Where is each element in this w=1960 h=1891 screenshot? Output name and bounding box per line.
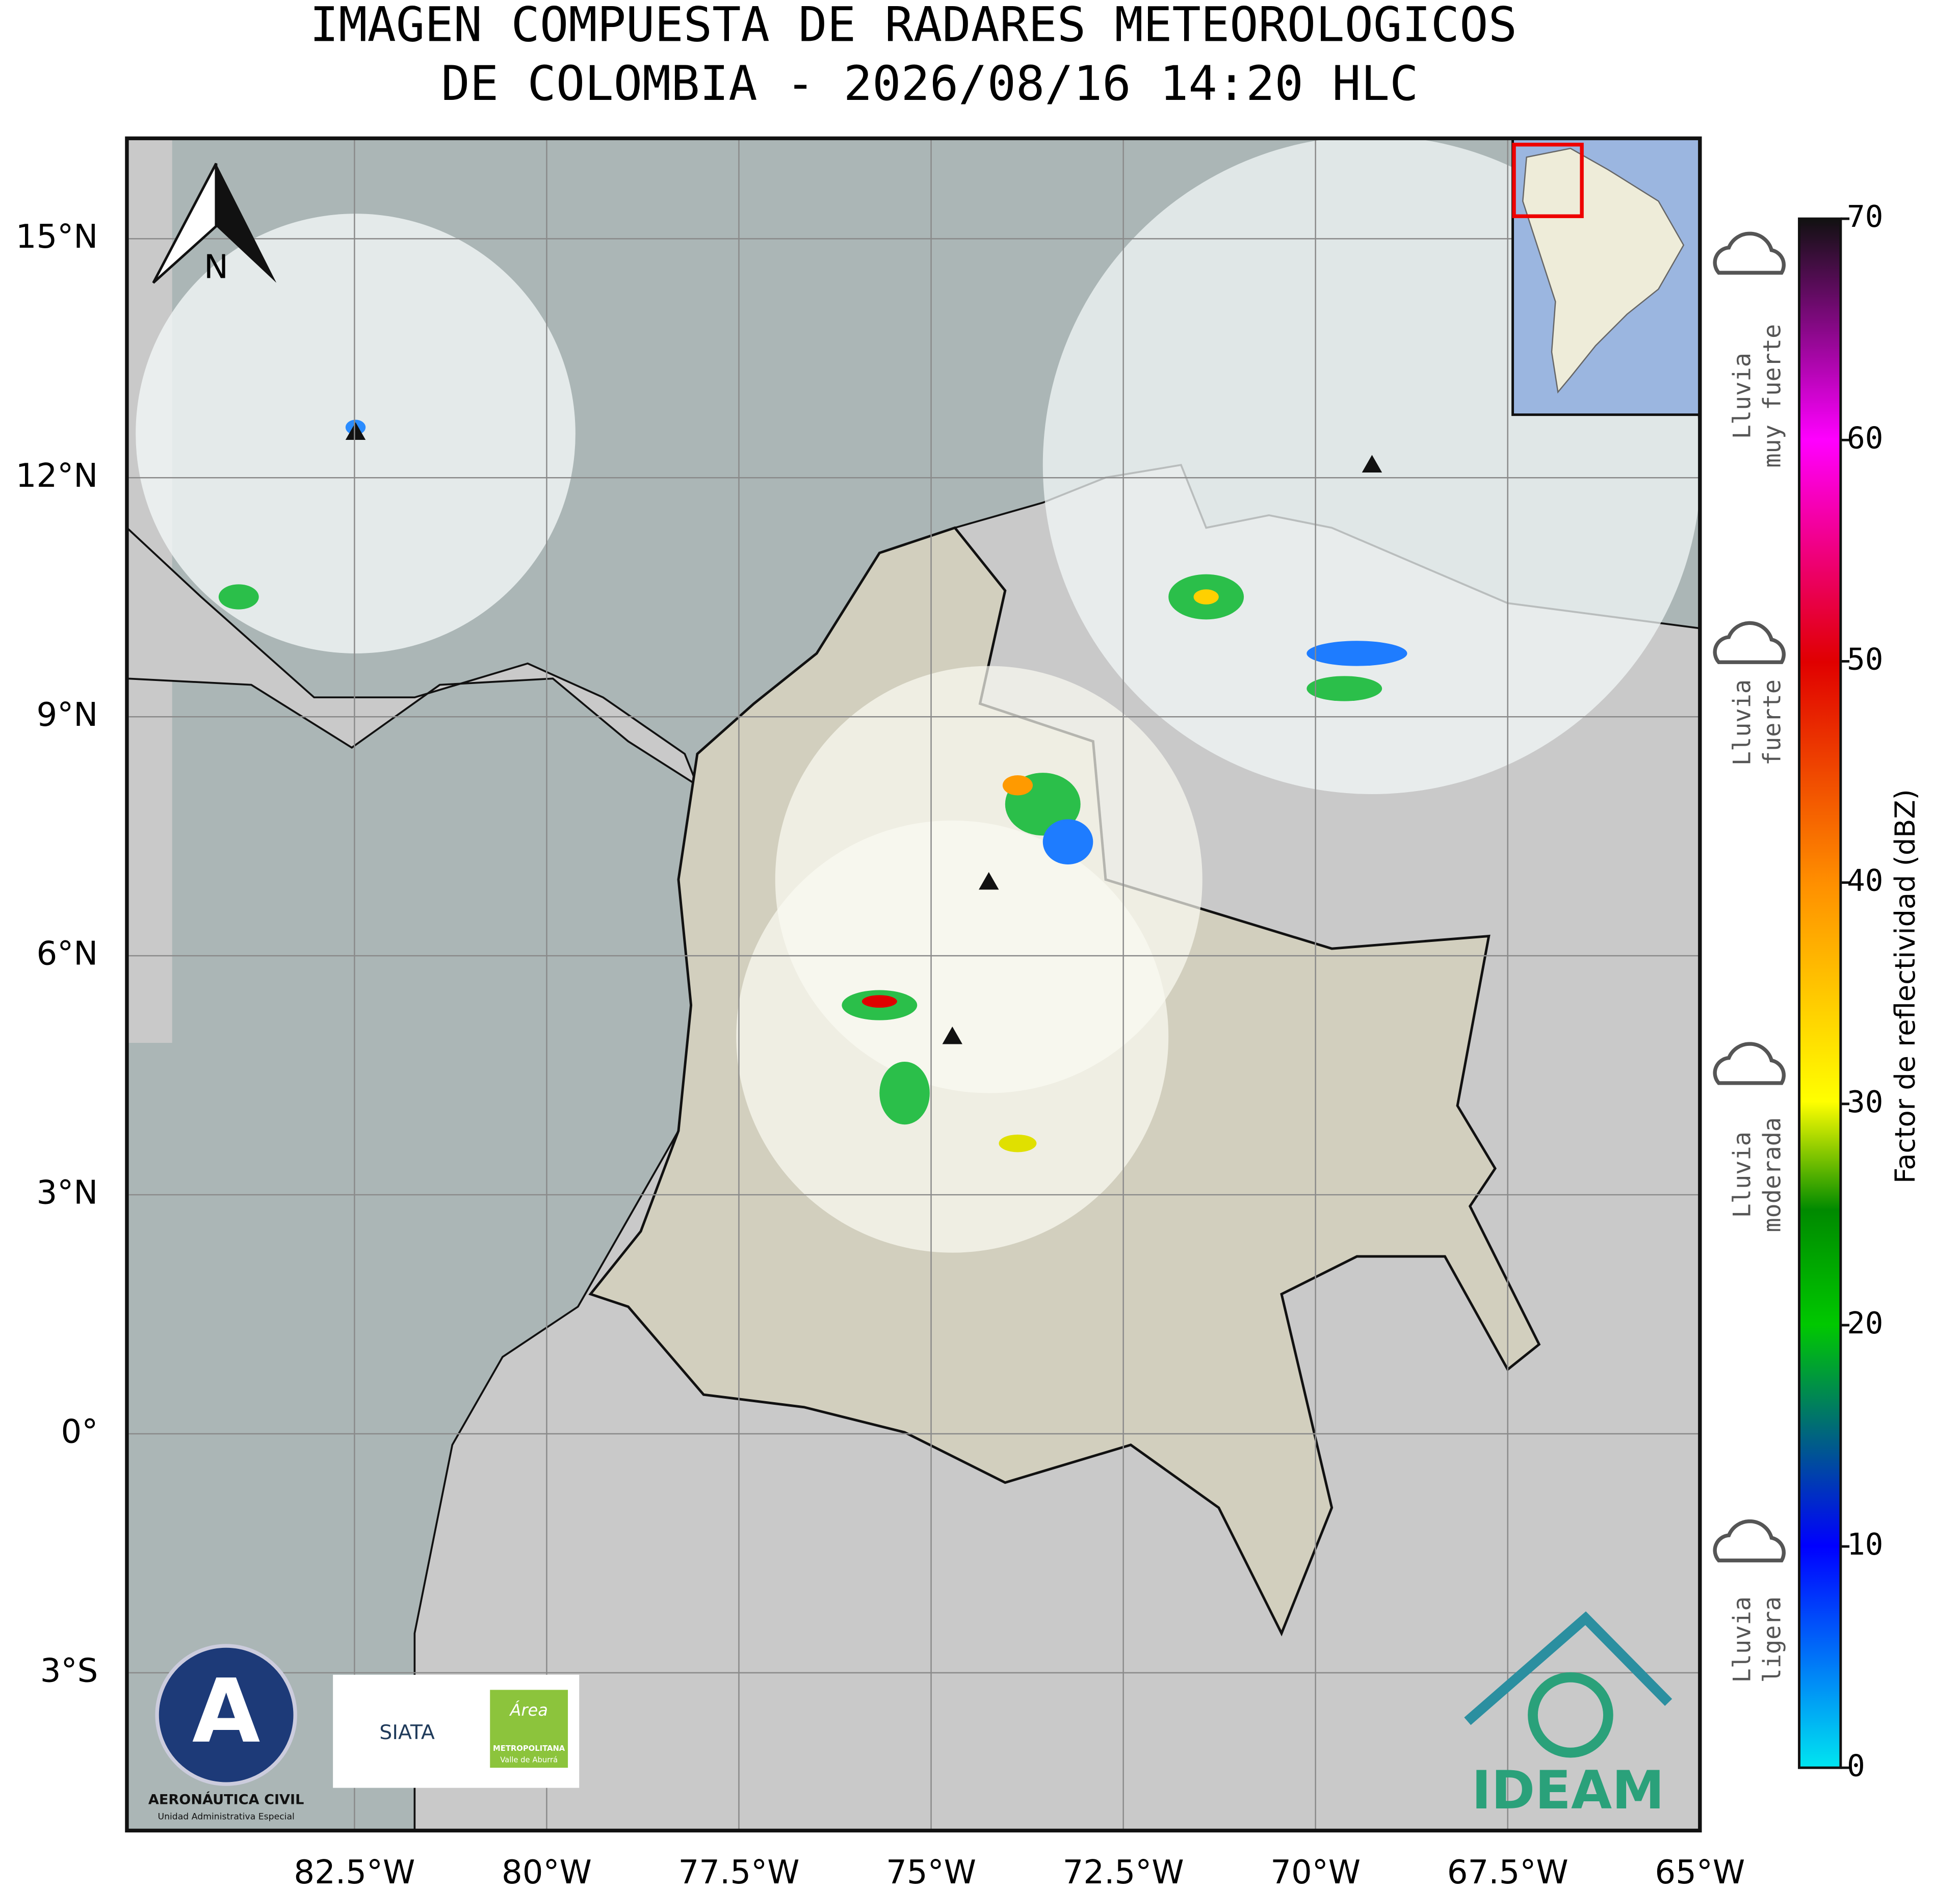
colorbar-tick-label: 10 [1847, 1527, 1883, 1562]
colorbar-tick-label: 20 [1847, 1305, 1883, 1341]
legend-label: ligera [1759, 1596, 1787, 1683]
cloud-icon [1713, 621, 1786, 664]
logo-text: Área [509, 1700, 547, 1720]
legend-item: Lluvia muy fuerte [1713, 231, 1787, 468]
grid [126, 138, 1700, 1831]
y-tick-label: 9°N [37, 696, 98, 734]
legend-label: Lluvia [1729, 679, 1757, 766]
logo-siata: SIATA Área METROPOLITANA Valle de Aburrá [333, 1674, 580, 1788]
map-frame [125, 136, 1702, 1833]
legend-item: Lluvia fuerte [1713, 621, 1787, 766]
colorbar-tick-label: 40 [1847, 863, 1883, 898]
legend-label: moderada [1759, 1117, 1787, 1232]
logo-text: SIATA [379, 1721, 435, 1744]
title-line: DE COLOMBIA - 2026/08/16 14:20 HLC [441, 56, 1418, 112]
y-tick-label: 6°N [37, 935, 98, 973]
x-tick-label: 75°W [886, 1854, 976, 1891]
legend-label: muy fuerte [1759, 324, 1787, 468]
map: N A AERONÁUTICA CIVIL Unidad Administrat… [126, 138, 1700, 1831]
svg-text:A: A [192, 1660, 260, 1763]
logo-text: AERONÁUTICA CIVIL [148, 1792, 304, 1808]
colorbar-tick-label: 30 [1847, 1084, 1883, 1119]
north-label: N [204, 248, 228, 286]
legend-item: Lluvia ligera [1713, 1519, 1787, 1683]
colorbar-tick-label: 70 [1847, 199, 1883, 234]
cloud-icon [1713, 1519, 1786, 1563]
radar-echoes [218, 419, 1407, 1152]
radar-sites [345, 422, 1382, 1044]
y-tick-label: 12°N [16, 457, 98, 495]
cloud-icon [1713, 1042, 1786, 1085]
legend-label: Lluvia [1729, 353, 1757, 439]
y-tick-label: 3°N [37, 1174, 98, 1212]
y-tick-label: 0° [61, 1413, 98, 1451]
logo-text: METROPOLITANA [493, 1744, 565, 1753]
legend-label: fuerte [1759, 679, 1787, 766]
x-tick-label: 67.5°W [1447, 1854, 1569, 1891]
x-tick-label: 72.5°W [1063, 1854, 1184, 1891]
legend-label: Lluvia [1729, 1596, 1757, 1683]
y-tick-label: 15°N [16, 218, 98, 256]
inset-map [1511, 138, 1700, 416]
title-line: IMAGEN COMPUESTA DE RADARES METEOROLOGIC… [310, 0, 1517, 52]
x-tick-label: 77.5°W [678, 1854, 799, 1891]
colorbar-tick-label: 50 [1847, 642, 1883, 677]
land [126, 526, 699, 788]
legend-item: Lluvia moderada [1713, 1042, 1787, 1232]
colorbar-label: Factor de reflectividad (dBZ) [1889, 789, 1921, 1184]
colorbar-tick-label: 0 [1847, 1748, 1865, 1783]
x-tick-label: 80°W [502, 1854, 592, 1891]
y-tick-label: 3°S [40, 1652, 98, 1690]
logo-text: Valle de Aburrá [500, 1755, 558, 1764]
x-tick-label: 70°W [1270, 1854, 1361, 1891]
legend-label: Lluvia [1729, 1132, 1757, 1218]
logo-text: Unidad Administrativa Especial [158, 1811, 294, 1822]
logo-aerocivil: A AERONÁUTICA CIVIL Unidad Administrativ… [148, 1644, 304, 1822]
logo-text: IDEAM [1472, 1760, 1664, 1821]
x-tick-label: 82.5°W [294, 1854, 415, 1891]
cloud-icon [1713, 231, 1786, 275]
colorbar-tick-label: 60 [1847, 420, 1883, 455]
logo-ideam: IDEAM [1464, 1611, 1672, 1821]
colorbar [1798, 217, 1842, 1769]
x-tick-label: 65°W [1655, 1854, 1745, 1891]
